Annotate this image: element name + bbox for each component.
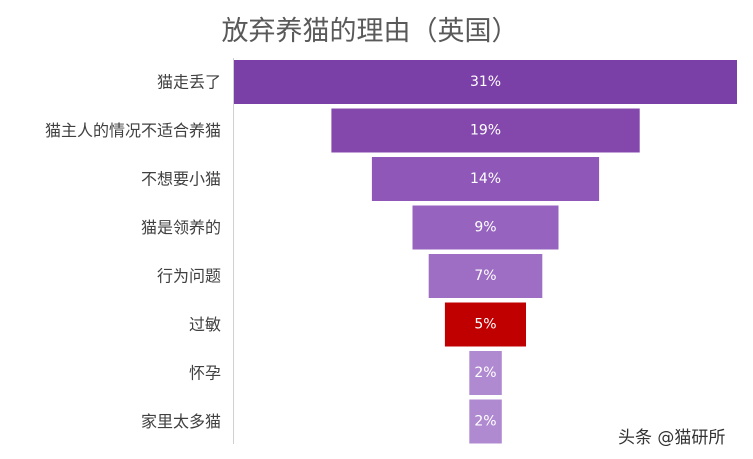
funnel-bar	[428, 254, 543, 298]
bar-value-label: 5%	[474, 317, 496, 333]
bar-value-label: 7%	[474, 268, 496, 284]
bar-value-label: 9%	[474, 220, 496, 236]
category-label: 不想要小猫	[141, 170, 221, 189]
funnel-bar	[469, 351, 502, 395]
funnel-bar	[234, 60, 737, 104]
bar-value-label: 31%	[470, 74, 501, 90]
funnel-bar	[331, 108, 640, 153]
category-label: 行为问题	[157, 267, 221, 286]
bar-value-label: 19%	[470, 123, 501, 139]
category-label: 猫主人的情况不适合养猫	[45, 121, 221, 140]
category-label: 猫是领养的	[141, 218, 221, 237]
category-label: 怀孕	[189, 364, 221, 383]
funnel-bar	[371, 157, 600, 201]
funnel-bar	[469, 399, 502, 444]
chart-title: 放弃养猫的理由（英国）	[222, 16, 519, 47]
funnel-bar	[444, 302, 526, 347]
category-label: 过敏	[189, 315, 221, 334]
bar-value-label: 2%	[474, 365, 496, 381]
bar-group: 31% 猫走丢了 19% 猫主人的情况不适合养猫 14% 不想要小猫 9% 猫是领养的 7% 行为…	[45, 60, 737, 444]
watermark-text: 头条 @猫研所	[618, 428, 725, 448]
bar-value-label: 2%	[474, 414, 496, 430]
funnel-bar	[412, 205, 559, 250]
category-label: 猫走丢了	[157, 73, 221, 92]
bar-value-label: 14%	[470, 171, 501, 187]
category-label: 家里太多猫	[141, 412, 221, 431]
